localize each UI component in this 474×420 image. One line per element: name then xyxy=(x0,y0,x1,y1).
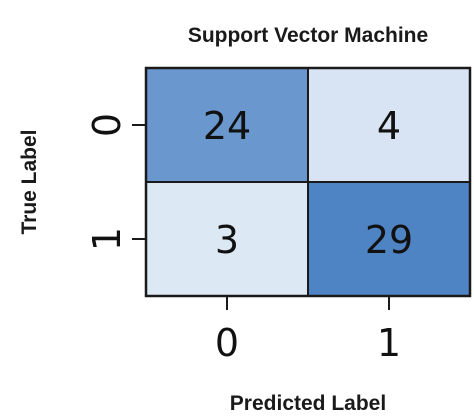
y-axis-label: True Label xyxy=(18,129,41,234)
x-tick-label-1: 1 xyxy=(377,321,401,365)
heatmap-cell-1-0 xyxy=(145,181,309,297)
axis-ticks: 0 1 0 1 xyxy=(85,113,401,365)
y-tick-label-0: 0 xyxy=(85,113,129,137)
cell-value-label-0-0: 24 xyxy=(203,104,251,148)
x-axis-label: Predicted Label xyxy=(230,392,386,415)
cell-value-label-1-0: 3 xyxy=(215,218,239,262)
cell-value-label-0-1: 4 xyxy=(377,104,401,148)
heatmap-border xyxy=(144,66,472,298)
cell-value-label-1-1: 29 xyxy=(365,218,413,262)
heatmap-cell-1-1 xyxy=(307,181,471,297)
heatmap-cell-0-0 xyxy=(145,67,309,183)
x-tick-label-0: 0 xyxy=(215,321,239,365)
y-tick-label-1: 1 xyxy=(85,227,129,251)
heatmap-cells: 24 4 3 29 xyxy=(144,66,472,298)
heatmap-cell-0-1 xyxy=(307,67,471,183)
chart-title: Support Vector Machine xyxy=(188,24,428,47)
